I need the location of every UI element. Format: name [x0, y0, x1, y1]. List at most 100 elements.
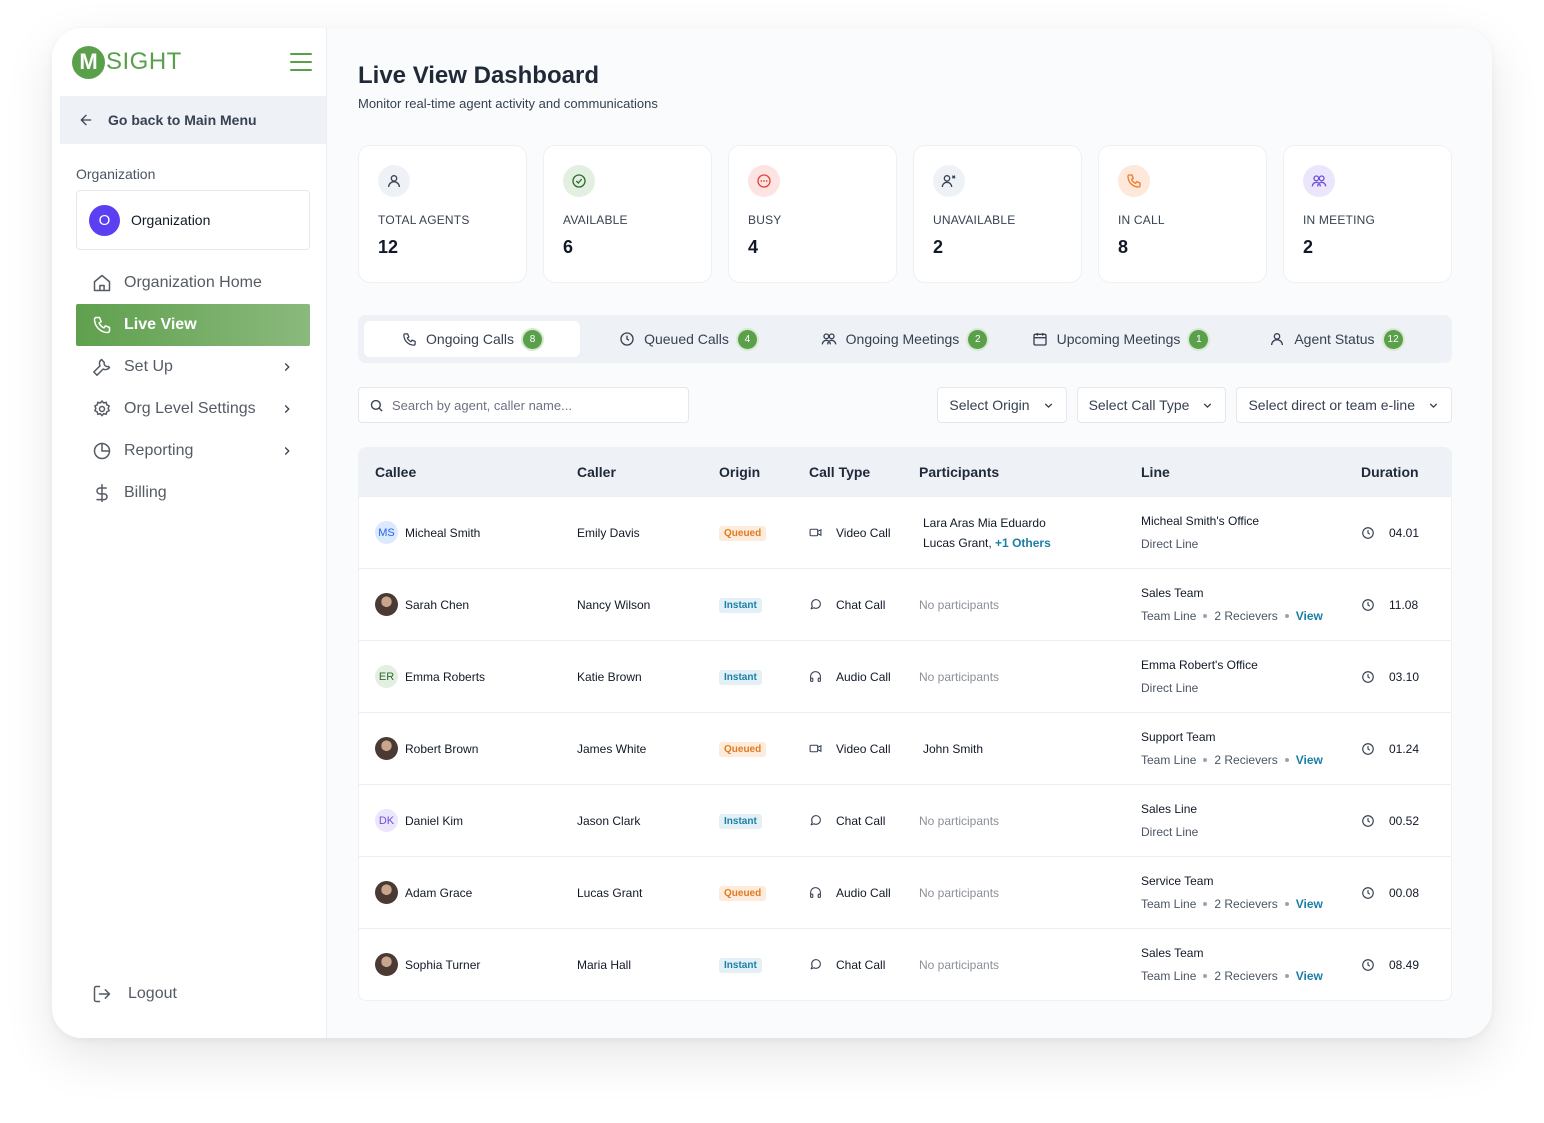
duration: 01.24 — [1389, 741, 1420, 756]
line-title: Micheal Smith's Office — [1141, 514, 1260, 528]
callee-name: Emma Roberts — [405, 669, 486, 684]
stat-label: UNAVAILABLE — [933, 213, 1016, 227]
table-row[interactable]: Adam Grace Lucas Grant Queued Audio Call… — [359, 856, 1451, 928]
table-row[interactable]: Sophia Turner Maria Hall Instant Chat Ca… — [359, 928, 1451, 1000]
org-selector[interactable]: O Organization — [76, 190, 310, 250]
line-cell: Sales Team Team Line 2 Recievers View — [1141, 946, 1361, 983]
duration-cell: 03.10 — [1361, 670, 1451, 684]
column-header-duration[interactable]: Duration — [1361, 464, 1419, 480]
back-label: Go back to Main Menu — [108, 112, 257, 128]
sidebar-item-billing[interactable]: Billing — [76, 472, 310, 514]
logo[interactable]: M SIGHT — [72, 45, 182, 79]
back-to-main-menu[interactable]: Go back to Main Menu — [60, 96, 326, 144]
phone-icon — [403, 332, 416, 346]
table-row[interactable]: MS Micheal Smith Emily Davis Queued Video… — [359, 496, 1451, 568]
origin-badge: Queued — [719, 525, 767, 541]
duration-cell: 04.01 — [1361, 526, 1451, 540]
table-row[interactable]: DK Daniel Kim Jason Clark Instant Chat Ca… — [359, 784, 1451, 856]
column-header-call-type[interactable]: Call Type — [809, 464, 871, 480]
stat-label: AVAILABLE — [563, 213, 628, 227]
clock-icon — [1361, 886, 1382, 900]
callee-cell: Sarah Chen — [359, 593, 577, 616]
logout-button[interactable]: Logout — [92, 984, 177, 1004]
origin-select[interactable]: Select Origin — [937, 387, 1067, 423]
duration-cell: 00.08 — [1361, 886, 1451, 900]
stat-card-available: AVAILABLE 6 — [543, 145, 712, 283]
org-avatar: O — [89, 204, 120, 236]
avatar — [375, 881, 398, 904]
callee-cell: Adam Grace — [359, 881, 577, 904]
view-receivers-link[interactable]: View — [1295, 609, 1323, 623]
participants: No participants — [919, 669, 1000, 684]
receivers: 2 Recievers — [1214, 753, 1278, 767]
sidebar-item-set-up[interactable]: Set Up — [76, 346, 310, 388]
participants-cell: No participants — [919, 598, 1141, 612]
sidebar-item-org-level-settings[interactable]: Org Level Settings — [76, 388, 310, 430]
column-header-caller[interactable]: Caller — [577, 464, 616, 480]
line-kind: Team Line — [1141, 897, 1197, 911]
table-row[interactable]: Robert Brown James White Queued Video Ca… — [359, 712, 1451, 784]
stat-value: 4 — [748, 237, 759, 257]
call-type-select[interactable]: Select Call Type — [1076, 387, 1227, 423]
duration: 00.52 — [1389, 813, 1420, 828]
participants-more-link[interactable]: +1 Others — [995, 535, 1051, 550]
filter-selects: Select Origin Select Call Type Select di… — [937, 387, 1452, 423]
org-name: Organization — [131, 212, 211, 228]
clock-icon — [620, 332, 634, 346]
callee-cell: MS Micheal Smith — [359, 521, 577, 544]
callee-name: Robert Brown — [405, 741, 479, 756]
clock-icon — [1361, 814, 1382, 828]
callee-name: Daniel Kim — [405, 813, 464, 828]
call-type-cell: Audio Call — [809, 670, 919, 684]
sidebar-item-live-view[interactable]: Live View — [76, 304, 310, 346]
tab-agent-status[interactable]: Agent Status 12 — [1228, 321, 1444, 357]
call-type-cell: Chat Call — [809, 814, 919, 828]
participants-cell: No participants — [919, 958, 1141, 972]
table-row[interactable]: ER Emma Roberts Katie Brown Instant Audio… — [359, 640, 1451, 712]
table-header: Callee Caller Origin Call Type Participa… — [359, 448, 1451, 496]
hamburger-menu-icon[interactable] — [290, 53, 312, 71]
tab-ongoing-calls[interactable]: Ongoing Calls 8 — [364, 321, 580, 357]
duration-cell: 01.24 — [1361, 742, 1451, 756]
separator-dot — [1203, 614, 1208, 618]
stat-value: 2 — [933, 237, 944, 257]
search-box — [358, 387, 689, 423]
chevron-down-icon — [1204, 402, 1212, 408]
chevron-right-icon — [284, 447, 290, 455]
chat-icon — [809, 598, 829, 611]
chat-icon — [809, 814, 829, 827]
participants-cell: No participants — [919, 670, 1141, 684]
tab-upcoming-meetings[interactable]: Upcoming Meetings 1 — [1012, 321, 1228, 357]
table-row[interactable]: Sarah Chen Nancy Wilson Instant Chat Cal… — [359, 568, 1451, 640]
line-select[interactable]: Select direct or team e-line — [1236, 387, 1452, 423]
column-header-origin[interactable]: Origin — [719, 464, 761, 480]
column-header-callee[interactable]: Callee — [375, 464, 417, 480]
tab-ongoing-meetings[interactable]: Ongoing Meetings 2 — [796, 321, 1012, 357]
wrench-icon — [92, 357, 112, 377]
column-header-line[interactable]: Line — [1141, 464, 1170, 480]
search-input[interactable] — [392, 397, 678, 413]
line-title: Emma Robert's Office — [1141, 658, 1258, 672]
origin-cell: Queued — [719, 525, 809, 541]
tab-queued-calls[interactable]: Queued Calls 4 — [580, 321, 796, 357]
tab-label: Upcoming Meetings — [1056, 331, 1181, 347]
clock-icon — [1361, 958, 1382, 972]
column-header-participants[interactable]: Participants — [919, 464, 1000, 480]
tab-count-badge: 4 — [737, 329, 757, 349]
call-type-cell: Video Call — [809, 742, 919, 756]
sidebar-item-reporting[interactable]: Reporting — [76, 430, 310, 472]
call-type: Video Call — [836, 525, 891, 540]
receivers: 2 Recievers — [1214, 609, 1278, 623]
page-title: Live View Dashboard — [358, 62, 599, 89]
duration-cell: 00.52 — [1361, 814, 1451, 828]
org-section-label: Organization — [76, 166, 156, 182]
view-receivers-link[interactable]: View — [1295, 753, 1323, 767]
participants-cell: Lara Aras Mia Eduardo Lucas Grant, +1 Ot… — [919, 516, 1141, 550]
view-receivers-link[interactable]: View — [1295, 897, 1323, 911]
stat-card-in-call: IN CALL 8 — [1098, 145, 1267, 283]
sidebar-item-organization-home[interactable]: Organization Home — [76, 262, 310, 304]
call-type: Chat Call — [836, 957, 886, 972]
view-receivers-link[interactable]: View — [1295, 969, 1323, 983]
participants-cell: No participants — [919, 814, 1141, 828]
phone-icon — [1118, 165, 1150, 197]
